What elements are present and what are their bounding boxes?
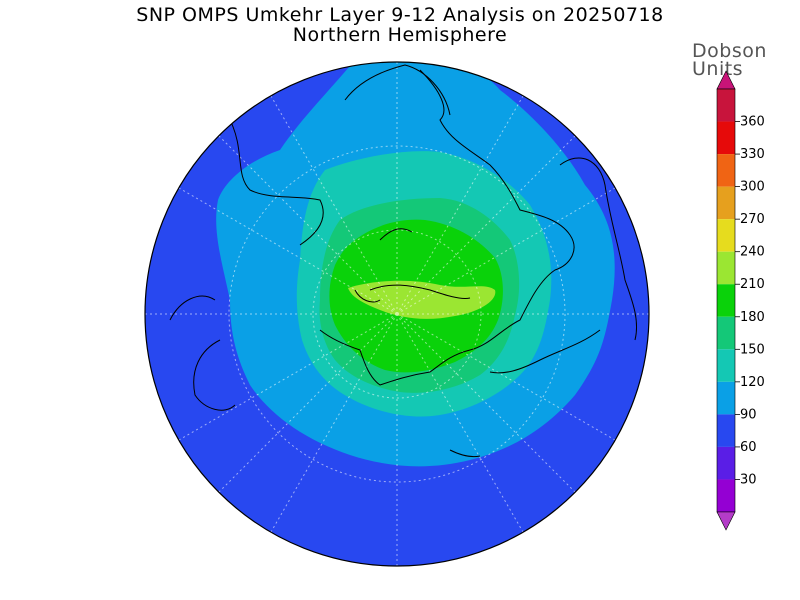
colorbar-tick-label: 360 <box>740 115 765 130</box>
colorbar-segment <box>717 349 735 382</box>
colorbar-tick-label: 90 <box>740 407 757 422</box>
colorbar-tick-label: 30 <box>740 472 757 487</box>
colorbar-segment <box>717 381 735 415</box>
colorbar-segment <box>717 414 735 447</box>
colorbar-segment <box>717 251 735 285</box>
map-subtitle: Northern Hemisphere <box>292 24 508 46</box>
colorbar-over-triangle <box>716 70 736 90</box>
colorbar-tick-label: 210 <box>740 277 765 292</box>
colorbar-segment <box>717 154 735 187</box>
colorbar-segment <box>717 121 735 155</box>
colorbar-tick-label: 120 <box>740 375 765 390</box>
colorbar-tick-label: 180 <box>740 310 765 325</box>
map-title: SNP OMPS Umkehr Layer 9-12 Analysis on 2… <box>136 4 664 26</box>
region-240-270 <box>348 280 496 319</box>
colorbar-tick-label: 330 <box>740 147 765 162</box>
colorbar-segment <box>717 479 735 512</box>
colorbar-tick-label: 60 <box>740 440 757 455</box>
coastlines <box>169 64 638 458</box>
colorbar-segment <box>717 186 735 220</box>
colorbar-segment <box>717 316 735 350</box>
colorbar-segment <box>717 284 735 317</box>
colorbar-segment <box>717 219 735 252</box>
colorbar-under-triangle <box>716 511 736 531</box>
colorbar-segment <box>717 89 735 122</box>
units-label-line1: Dobson <box>692 40 767 62</box>
units-label-line2: Units <box>692 58 744 80</box>
colorbar-tick-label: 240 <box>740 245 765 260</box>
map-border <box>144 61 650 567</box>
colorbar-tick-label: 300 <box>740 180 765 195</box>
colorbar-tick-label: 270 <box>740 212 765 227</box>
colorbar: 30 60 90 120 150 180 210 240 270 300 330 360 <box>716 70 765 531</box>
colorbar-tick-label: 150 <box>740 342 765 357</box>
colorbar-segment <box>717 446 735 480</box>
